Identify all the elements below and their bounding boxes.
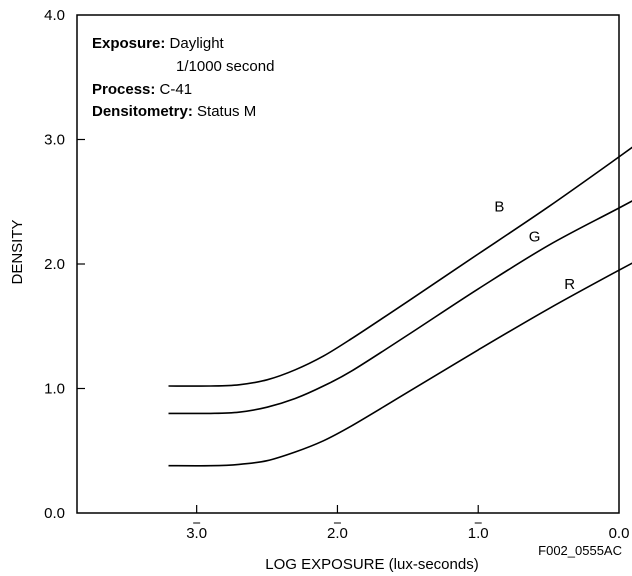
x-tick-label: 3.0 bbox=[186, 525, 207, 542]
curve-r bbox=[168, 262, 632, 467]
figure-code: F002_0555AC bbox=[538, 543, 622, 558]
x-axis-ticks: 3.02.01.00.01.0 bbox=[186, 505, 630, 542]
curve-g bbox=[168, 200, 632, 415]
curves bbox=[168, 146, 632, 467]
y-axis-ticks: 0.0 1.0 2.0 3.0 4.0 bbox=[44, 7, 85, 522]
densitometry-value: Status M bbox=[197, 103, 256, 120]
process-line: Process: C-41 bbox=[92, 81, 192, 98]
x-axis-title: LOG EXPOSURE (lux-seconds) bbox=[265, 556, 478, 573]
x-tick-label: 1.0 bbox=[468, 525, 489, 542]
y-tick-label: 2.0 bbox=[44, 256, 65, 273]
y-tick-label: 4.0 bbox=[44, 7, 65, 24]
y-tick-label: 1.0 bbox=[44, 381, 65, 398]
exposure-line: Exposure: Daylight bbox=[92, 35, 225, 52]
x-tick-label: 2.0 bbox=[327, 525, 348, 542]
process-value: C-41 bbox=[160, 81, 193, 98]
y-tick-label: 0.0 bbox=[44, 505, 65, 522]
x-tick-label: 0.0 bbox=[609, 525, 630, 542]
y-axis-title: DENSITY bbox=[9, 219, 26, 284]
exposure-time: 1/1000 second bbox=[176, 58, 274, 75]
process-key: Process: bbox=[92, 81, 155, 98]
exposure-value: Daylight bbox=[170, 35, 225, 52]
curve-label-b: B bbox=[494, 199, 504, 216]
curve-b bbox=[168, 146, 632, 387]
exposure-key: Exposure: bbox=[92, 35, 165, 52]
densitometry-line: Densitometry: Status M bbox=[92, 103, 256, 120]
y-tick-label: 3.0 bbox=[44, 132, 65, 149]
densitometry-key: Densitometry: bbox=[92, 103, 193, 120]
curve-label-r: R bbox=[564, 276, 575, 293]
curve-label-g: G bbox=[529, 229, 541, 246]
info-block: Exposure: Daylight 1/1000 second Process… bbox=[92, 35, 274, 120]
curve-labels: B G R bbox=[494, 199, 575, 293]
